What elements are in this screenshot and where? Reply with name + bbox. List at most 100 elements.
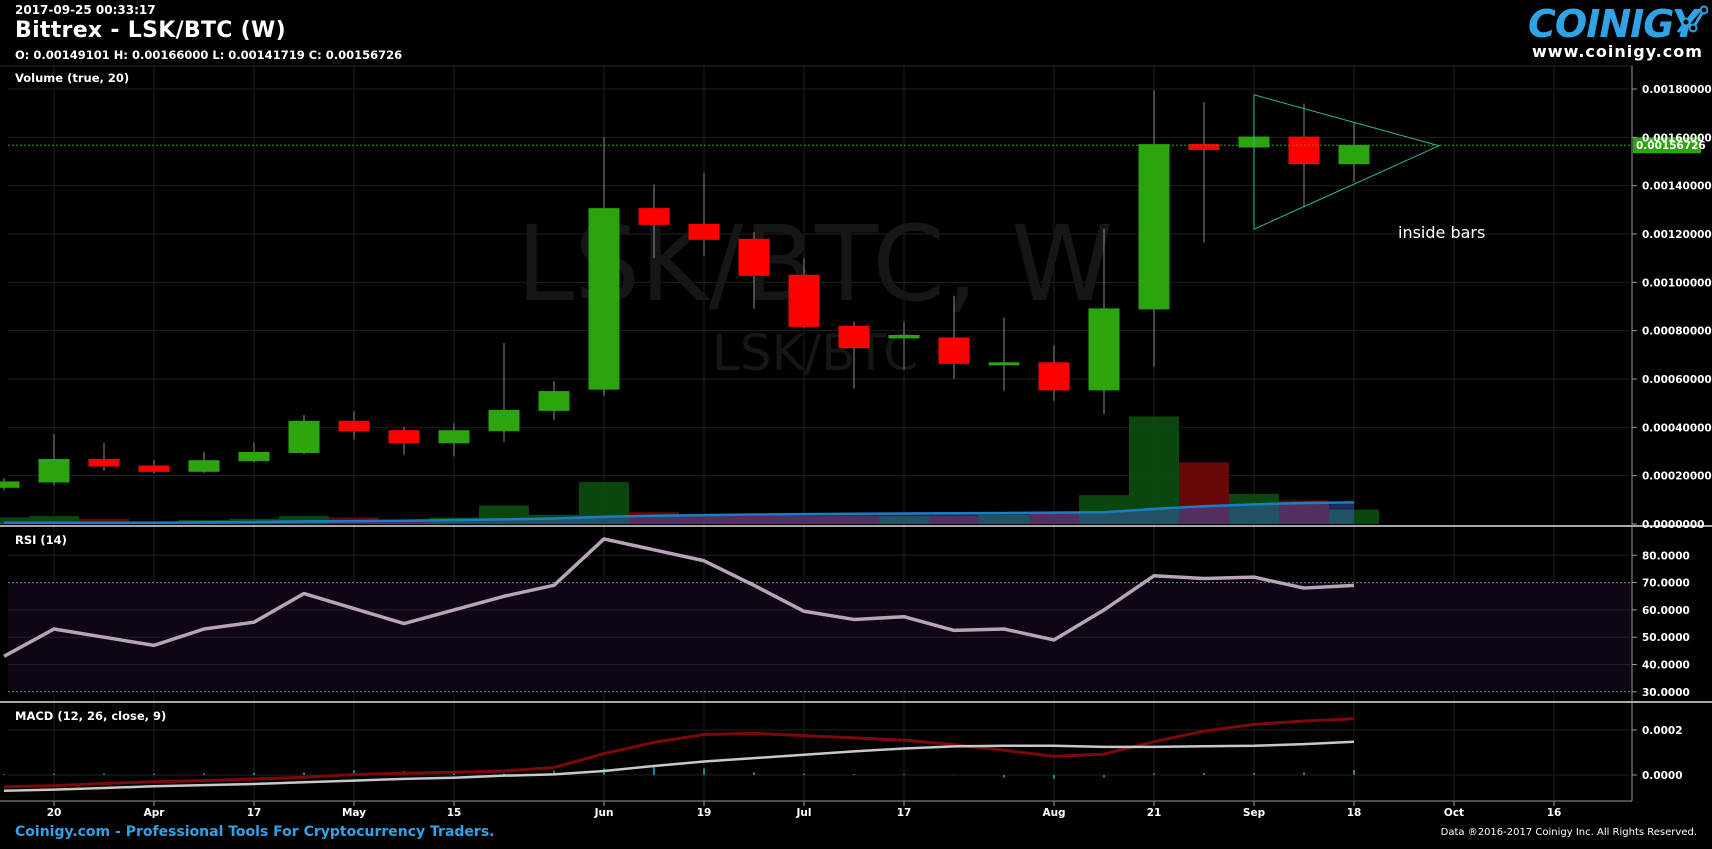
candle-body xyxy=(1088,308,1120,391)
macd-line xyxy=(3,740,1355,792)
volume-ma-line xyxy=(4,501,1355,524)
candle-body xyxy=(188,460,220,472)
time-axis-label: 18 xyxy=(1347,807,1362,819)
timestamp: 2017-09-25 00:33:17 xyxy=(15,3,156,17)
candle-body xyxy=(438,430,470,444)
price-axis-label: 0.00020000 xyxy=(1642,471,1712,483)
volume-label: Volume (true, 20) xyxy=(15,71,129,85)
last-price-marker xyxy=(1633,137,1701,154)
volume-bar xyxy=(1029,513,1079,524)
coinigy-logo[interactable]: COINIGY www.coinigy.com xyxy=(1528,2,1708,61)
volume-bar xyxy=(79,518,129,524)
candle-body xyxy=(738,238,770,276)
logo-url: www.coinigy.com xyxy=(1532,42,1703,61)
volume-bar xyxy=(379,520,429,524)
time-axis-label: 20 xyxy=(47,807,62,819)
macd-signal-line xyxy=(3,717,1355,789)
logo-wordmark: COINIGY xyxy=(1528,2,1699,46)
candle-body xyxy=(38,458,70,483)
candle-body xyxy=(788,274,820,327)
volume-bar xyxy=(1329,509,1379,524)
footer-tagline[interactable]: Coinigy.com - Professional Tools For Cry… xyxy=(15,824,495,840)
volume-ma-area xyxy=(0,502,1354,524)
volume-bar xyxy=(1229,493,1279,524)
time-axis-label: 21 xyxy=(1147,807,1162,819)
candle-body xyxy=(888,335,920,339)
candle-body xyxy=(1188,144,1220,150)
time-axis-label: May xyxy=(342,807,366,819)
macd-label: MACD (12, 26, close, 9) xyxy=(15,709,166,723)
candle-body xyxy=(638,208,670,225)
time-axis-label: 15 xyxy=(447,807,462,819)
volume-bar xyxy=(779,516,829,524)
volume-bar xyxy=(1079,495,1129,524)
time-axis-label: Jul xyxy=(796,807,812,819)
annotation-inside-bars: inside bars xyxy=(1398,223,1485,242)
price-axis-label: 0.00100000 xyxy=(1642,277,1712,289)
volume-bar xyxy=(0,517,29,524)
candle-body xyxy=(0,481,20,488)
price-axis-label: 0.00080000 xyxy=(1642,326,1712,338)
volume-bar xyxy=(29,516,79,524)
time-axis-label: Oct xyxy=(1444,807,1464,819)
time-axis-label: 17 xyxy=(897,807,912,819)
candle-body xyxy=(88,458,120,467)
candle-body xyxy=(588,208,620,390)
rsi-line xyxy=(3,537,1355,658)
price-axis-label: 0.0000000 xyxy=(1642,519,1704,531)
volume-bar xyxy=(729,516,779,524)
time-axis-label: 16 xyxy=(1547,807,1562,819)
time-axis-label: Sep xyxy=(1243,807,1266,819)
chart-line-icon xyxy=(1676,5,1708,33)
rsi-label: RSI (14) xyxy=(15,533,67,547)
volume-bar xyxy=(679,516,729,524)
watermark-pair-small: LSK/BTC xyxy=(712,324,918,382)
page-title: Bittrex - LSK/BTC (W) xyxy=(15,18,286,43)
candle-body xyxy=(838,325,870,349)
volume-bar xyxy=(629,512,679,524)
candle-body xyxy=(488,409,520,432)
candle-body xyxy=(288,420,320,453)
volume-bar xyxy=(1179,462,1229,524)
candle-body xyxy=(938,337,970,364)
price-axis-label: 0.00120000 xyxy=(1642,229,1712,241)
candle-body xyxy=(988,362,1020,366)
triangle-pattern xyxy=(1253,94,1441,230)
panel-labels: Volume (true, 20) RSI (14) MACD (12, 26,… xyxy=(15,71,1485,723)
price-axis-label: 0.00040000 xyxy=(1642,422,1712,434)
time-axis-label: Aug xyxy=(1042,807,1065,819)
rsi-axis-label: 80.0000 xyxy=(1642,550,1690,562)
candle-body xyxy=(1288,136,1320,165)
volume-bar xyxy=(929,516,979,524)
candle-body xyxy=(1338,144,1370,165)
candle-body xyxy=(138,465,170,472)
time-axis-label: 17 xyxy=(247,807,262,819)
rsi-axis-label: 50.0000 xyxy=(1642,632,1690,644)
price-axis-label: 0.00180000 xyxy=(1642,84,1712,96)
time-axis-label: Jun xyxy=(594,807,614,819)
volume-bar xyxy=(829,516,879,524)
price-axis-label: 0.00160000 xyxy=(1642,132,1712,144)
rsi-axis-label: 40.0000 xyxy=(1642,660,1690,672)
rsi-axis-label: 70.0000 xyxy=(1642,578,1690,590)
volume-bar xyxy=(279,516,329,524)
footer-copyright: Data ®2016-2017 Coinigy Inc. All Rights … xyxy=(1440,827,1697,838)
axes: 0.00180000 0.00160000 0.00140000 0.00120000… xyxy=(0,65,1712,819)
rsi-axis-label: 30.0000 xyxy=(1642,687,1690,699)
candle-body xyxy=(338,420,370,432)
grid xyxy=(8,65,1630,800)
ohlc-readout: O: 0.00149101 H: 0.00166000 L: 0.0014171… xyxy=(15,48,403,62)
candle-body xyxy=(388,430,420,444)
candle-body xyxy=(1038,362,1070,391)
candle-body xyxy=(688,223,720,240)
macd-axis-label: 0.0002 xyxy=(1642,725,1683,737)
volume-bar xyxy=(1129,416,1179,524)
volume-bar xyxy=(879,516,929,524)
volume-bar xyxy=(1279,500,1329,524)
last-price-label: 0.00156726 xyxy=(1636,140,1706,152)
rsi-axis-label: 60.0000 xyxy=(1642,605,1690,617)
candle-body xyxy=(238,451,270,462)
candlesticks: 0.00156726 xyxy=(0,90,1706,491)
volume-bar xyxy=(979,514,1029,524)
